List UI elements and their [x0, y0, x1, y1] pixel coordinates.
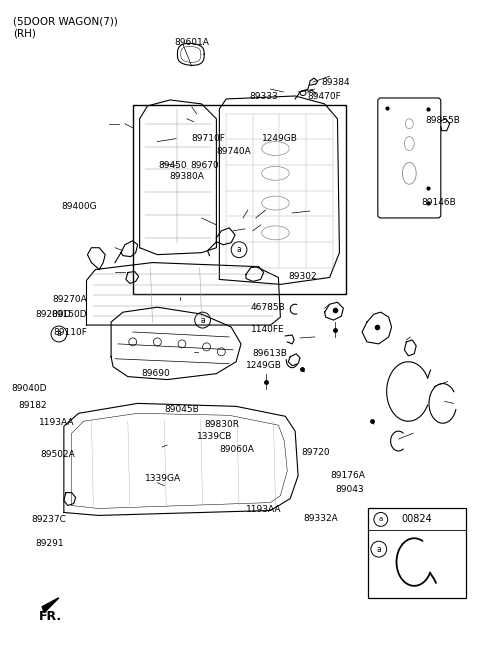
Text: 89601A: 89601A — [174, 38, 209, 47]
Text: a: a — [379, 516, 383, 522]
Bar — [368, 508, 467, 598]
Text: 89830R: 89830R — [204, 420, 239, 429]
Polygon shape — [42, 598, 59, 612]
Text: 89613B: 89613B — [253, 350, 288, 359]
Text: 89045B: 89045B — [165, 404, 199, 414]
Text: 46785B: 46785B — [251, 303, 285, 312]
Text: 89237C: 89237C — [31, 515, 66, 524]
Text: 89040D: 89040D — [12, 384, 48, 393]
Bar — [133, 105, 347, 295]
Text: 1339GA: 1339GA — [144, 474, 181, 483]
Text: 89110F: 89110F — [54, 328, 87, 338]
Text: 89710F: 89710F — [192, 134, 225, 143]
Text: 89450: 89450 — [158, 161, 187, 170]
Text: 89200D: 89200D — [36, 310, 71, 319]
Text: 89384: 89384 — [321, 78, 350, 87]
Text: 1249GB: 1249GB — [262, 134, 298, 143]
Text: (5DOOR WAGON(7)): (5DOOR WAGON(7)) — [12, 17, 118, 26]
Text: 89855B: 89855B — [425, 117, 460, 125]
Text: 89670: 89670 — [190, 161, 219, 170]
Text: 89176A: 89176A — [331, 471, 366, 480]
Text: a: a — [237, 245, 241, 254]
Text: 89182: 89182 — [19, 401, 48, 410]
Text: 89333: 89333 — [249, 92, 278, 101]
Text: 89291: 89291 — [35, 538, 64, 547]
Text: 89400G: 89400G — [61, 202, 97, 211]
Text: 00824: 00824 — [402, 514, 432, 524]
Text: 89470F: 89470F — [307, 92, 341, 101]
Text: 89146B: 89146B — [421, 198, 456, 207]
Text: a: a — [200, 316, 205, 324]
Text: 89270A: 89270A — [53, 295, 87, 304]
Text: 89380A: 89380A — [169, 172, 204, 181]
Text: 89690: 89690 — [142, 369, 170, 378]
Text: 89502A: 89502A — [40, 450, 75, 459]
Text: 1339CB: 1339CB — [197, 432, 232, 440]
Text: 1193AA: 1193AA — [246, 505, 281, 514]
Text: 89332A: 89332A — [303, 514, 338, 522]
Text: FR.: FR. — [39, 610, 62, 623]
Text: a: a — [57, 330, 61, 338]
Text: 1249GB: 1249GB — [246, 361, 282, 370]
Text: a: a — [376, 545, 381, 553]
Text: 89740A: 89740A — [216, 147, 251, 156]
Text: (RH): (RH) — [12, 28, 36, 38]
Text: 89043: 89043 — [336, 485, 364, 495]
Text: 89060A: 89060A — [220, 445, 254, 453]
Text: 89302: 89302 — [288, 272, 317, 281]
Text: 1193AA: 1193AA — [39, 418, 75, 428]
Text: 89150D: 89150D — [52, 310, 87, 319]
Text: 1140FE: 1140FE — [251, 324, 284, 334]
Text: 89720: 89720 — [301, 448, 330, 457]
